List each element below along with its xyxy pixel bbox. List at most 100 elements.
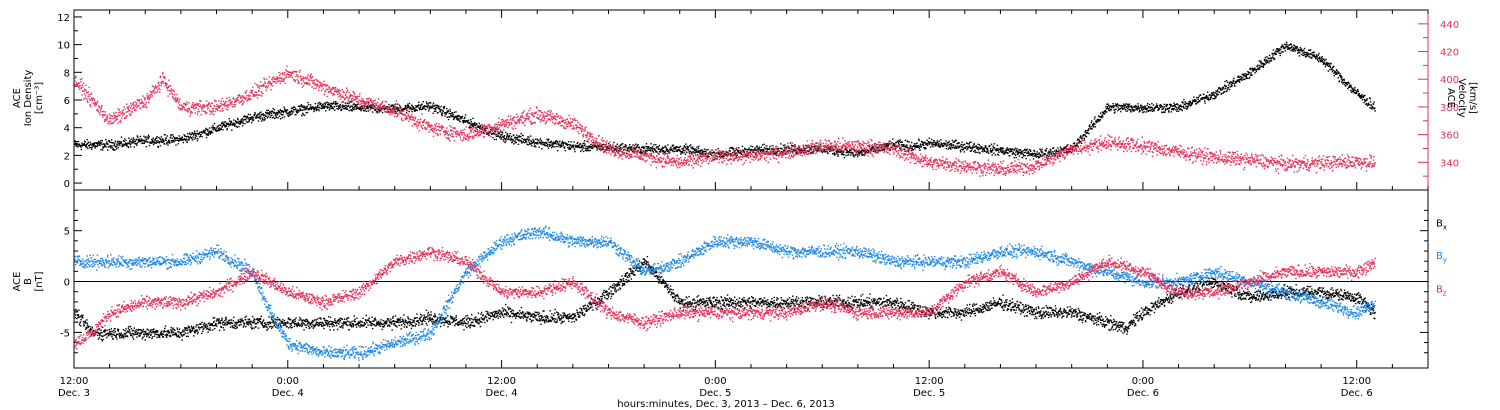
ion-density-series-point: [823, 149, 825, 152]
ion-density-series-point: [1197, 98, 1199, 101]
ion-density-series-point: [192, 132, 194, 134]
ion-density-series-point: [1364, 94, 1366, 97]
ion-density-series-point: [468, 126, 470, 129]
ion-density-series-point: [968, 143, 970, 145]
ion-density-series-point: [1215, 90, 1217, 92]
velocity-series-point: [150, 96, 152, 98]
velocity-series-point: [282, 80, 284, 83]
ion-density-series-point: [217, 129, 220, 131]
ion-density-series-point: [978, 146, 980, 148]
velocity-series-point: [301, 83, 303, 85]
velocity-series-point: [262, 83, 265, 86]
ion-density-series-point: [1166, 104, 1168, 106]
ion-density-series-point: [776, 154, 778, 157]
ion-density-series-point: [1178, 106, 1180, 108]
ion-density-series-point: [271, 114, 273, 116]
ion-density-series-point: [642, 147, 644, 149]
ion-density-series-point: [920, 143, 922, 145]
ion-density-series-point: [1186, 102, 1188, 105]
ion-density-series-point: [685, 147, 687, 150]
ion-density-series-point: [713, 158, 715, 161]
velocity-series-point: [272, 85, 274, 87]
ion-density-series-point: [448, 112, 450, 115]
velocity-series-point: [289, 74, 292, 76]
ion-density-series-point: [1228, 88, 1231, 91]
ion-density-series-point: [1310, 56, 1312, 59]
ion-density-series-point: [1202, 97, 1204, 99]
ion-density-series-point: [1242, 76, 1244, 79]
ion-density-series-point: [445, 113, 447, 115]
ion-density-series-point: [751, 149, 753, 151]
ion-density-series-point: [1185, 102, 1187, 104]
ion-density-series-point: [719, 154, 722, 156]
ion-density-series-point: [551, 142, 553, 145]
velocity-series-point: [80, 87, 83, 89]
ion-density-series-point: [1245, 76, 1248, 78]
ion-density-series-point: [127, 146, 129, 148]
velocity-series-point: [109, 115, 111, 117]
ion-density-series-point: [428, 110, 430, 112]
ion-density-series-point: [1263, 63, 1265, 65]
ion-density-series-point: [1267, 60, 1269, 62]
velocity-series-point: [134, 105, 137, 107]
velocity-series-point: [172, 97, 174, 99]
ion-density-series-point: [977, 149, 980, 151]
ion-density-series-point: [1365, 103, 1367, 106]
ion-density-series-point: [1057, 151, 1059, 153]
ion-density-series-point: [864, 151, 867, 153]
ion-density-series-point: [428, 102, 430, 104]
ion-density-series-point: [408, 105, 410, 108]
ion-density-series-point: [1074, 144, 1076, 147]
ion-density-series-point: [116, 148, 118, 150]
velocity-series-point: [186, 110, 188, 112]
ion-density-series-point: [97, 142, 100, 144]
ion-density-series-point: [527, 136, 529, 138]
ion-density-series-point: [853, 156, 855, 158]
ion-density-series-point: [1251, 67, 1253, 70]
ion-density-series-point: [431, 105, 433, 108]
ion-density-series-point: [186, 133, 189, 135]
ion-density-series-point: [930, 141, 932, 144]
ion-density-series-point: [602, 148, 604, 151]
velocity-series-point: [123, 106, 125, 108]
ion-density-series-point: [126, 145, 128, 147]
velocity-series-point: [185, 109, 187, 111]
ion-density-series-point: [318, 109, 320, 112]
top-right-tick-label: 360: [1440, 131, 1459, 142]
ion-density-series-point: [827, 146, 830, 149]
ion-density-series-point: [1246, 77, 1249, 80]
ion-density-series-point: [857, 153, 860, 155]
ion-density-series-point: [763, 143, 765, 145]
ion-density-series-point: [905, 146, 907, 149]
ion-density-series-point: [904, 146, 907, 148]
ion-density-series-point: [880, 146, 882, 149]
ion-density-series-point: [532, 138, 534, 141]
ion-density-series-point: [190, 133, 193, 136]
ion-density-series-point: [116, 143, 118, 145]
ion-density-series-point: [734, 153, 736, 155]
velocity-series-point: [267, 82, 269, 84]
ion-density-series-point: [1180, 108, 1183, 111]
ion-density-series-point: [554, 141, 556, 143]
ion-density-series-point: [449, 113, 452, 115]
ion-density-series-point: [922, 143, 924, 145]
ion-density-series-point: [203, 130, 205, 133]
ion-density-series-point: [94, 146, 96, 148]
ion-density-series-point: [1068, 150, 1070, 152]
ion-density-series-point: [451, 116, 453, 118]
velocity-series-point: [240, 97, 242, 100]
ion-density-series-point: [1141, 106, 1144, 108]
ion-density-series-point: [899, 141, 902, 144]
ion-density-series-point: [105, 146, 107, 148]
ion-density-series-point: [191, 139, 194, 141]
ion-density-series-point: [1024, 148, 1026, 151]
ion-density-series-point: [932, 142, 934, 144]
velocity-series-point: [119, 111, 121, 113]
ion-density-series-point: [215, 129, 218, 132]
ion-density-series-point: [1032, 153, 1034, 156]
ion-density-series-point: [1212, 94, 1214, 96]
velocity-series-point: [93, 103, 95, 105]
ion-density-series-point: [85, 143, 88, 145]
ion-density-series-point: [305, 112, 307, 114]
ion-density-series-point: [989, 148, 992, 150]
